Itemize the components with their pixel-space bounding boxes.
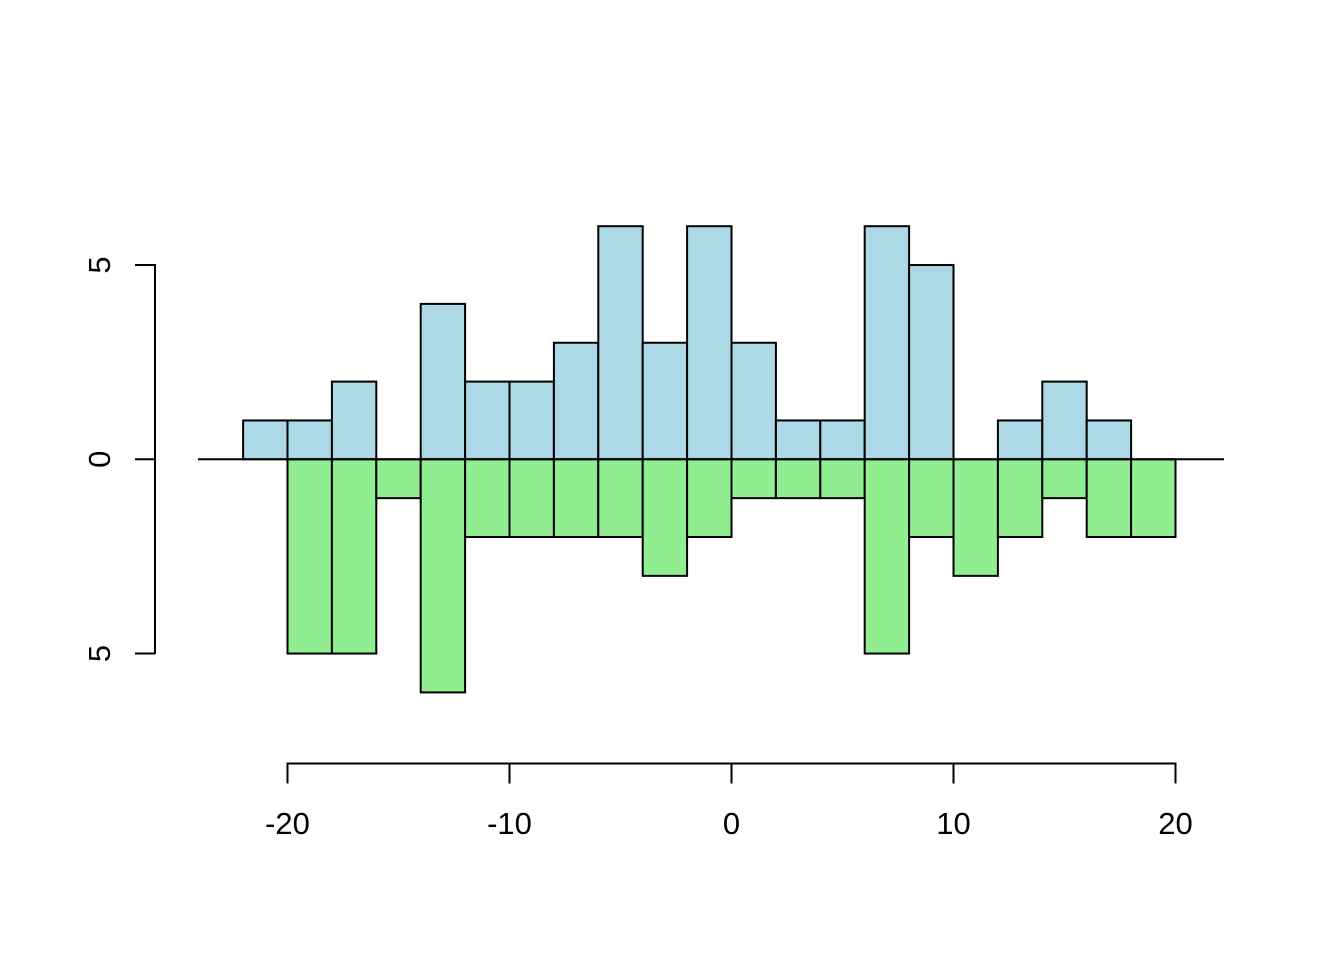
histogram-bar-lower: [908, 458, 955, 538]
histogram-bar-upper: [1041, 380, 1088, 461]
histogram-bar-lower: [508, 458, 555, 538]
histogram-bar-upper: [774, 419, 822, 461]
histogram-bar-upper: [286, 419, 333, 461]
histogram-bar-upper: [552, 341, 600, 461]
y-axis-tick-label: 0: [82, 451, 117, 468]
histogram-bar-upper: [597, 225, 644, 461]
histogram-bar-lower: [419, 458, 467, 694]
y-axis-tick-label: 5: [82, 256, 117, 273]
histogram-bar-lower: [1085, 458, 1133, 538]
histogram-bar-upper: [330, 380, 378, 461]
histogram-bar-lower: [1130, 458, 1177, 538]
x-axis-tick-label: 10: [936, 806, 970, 841]
x-axis-tick-label: 0: [723, 806, 740, 841]
histogram-bar-upper: [686, 225, 733, 461]
x-axis-tick-label: 20: [1158, 806, 1192, 841]
histogram-bar-lower: [375, 458, 422, 500]
histogram-bar-lower: [730, 458, 777, 500]
histogram-bar-lower: [286, 458, 333, 655]
histogram-bar-lower: [774, 458, 822, 500]
histogram-bar-lower: [330, 458, 378, 655]
histogram-bar-upper: [641, 341, 689, 461]
x-axis-tick-label: -10: [487, 806, 532, 841]
histogram-bar-upper: [730, 341, 777, 461]
histogram-bar-lower: [996, 458, 1044, 538]
histogram-bar-lower: [863, 458, 911, 655]
histogram-bar-upper: [863, 225, 911, 461]
histogram-bar-lower: [1041, 458, 1088, 500]
y-axis-tick-label: 5: [82, 645, 117, 662]
histogram-bar-lower: [686, 458, 733, 538]
histogram-bar-lower: [952, 458, 999, 577]
histogram-bar-lower: [819, 458, 866, 500]
x-axis-tick-label: -20: [265, 806, 310, 841]
histogram-bar-upper: [464, 380, 511, 461]
histogram-bar-upper: [508, 380, 555, 461]
histogram-bar-lower: [641, 458, 689, 577]
histogram-bar-upper: [819, 419, 866, 461]
histogram-bar-lower: [597, 458, 644, 538]
histogram-bar-lower: [552, 458, 600, 538]
histogram-bar-upper: [908, 264, 955, 461]
histogram-bar-upper: [996, 419, 1044, 461]
histogram-bar-upper: [242, 419, 289, 461]
histogram-bar-lower: [464, 458, 511, 538]
histogram-bar-upper: [419, 302, 467, 461]
histogram-bar-upper: [1085, 419, 1133, 461]
